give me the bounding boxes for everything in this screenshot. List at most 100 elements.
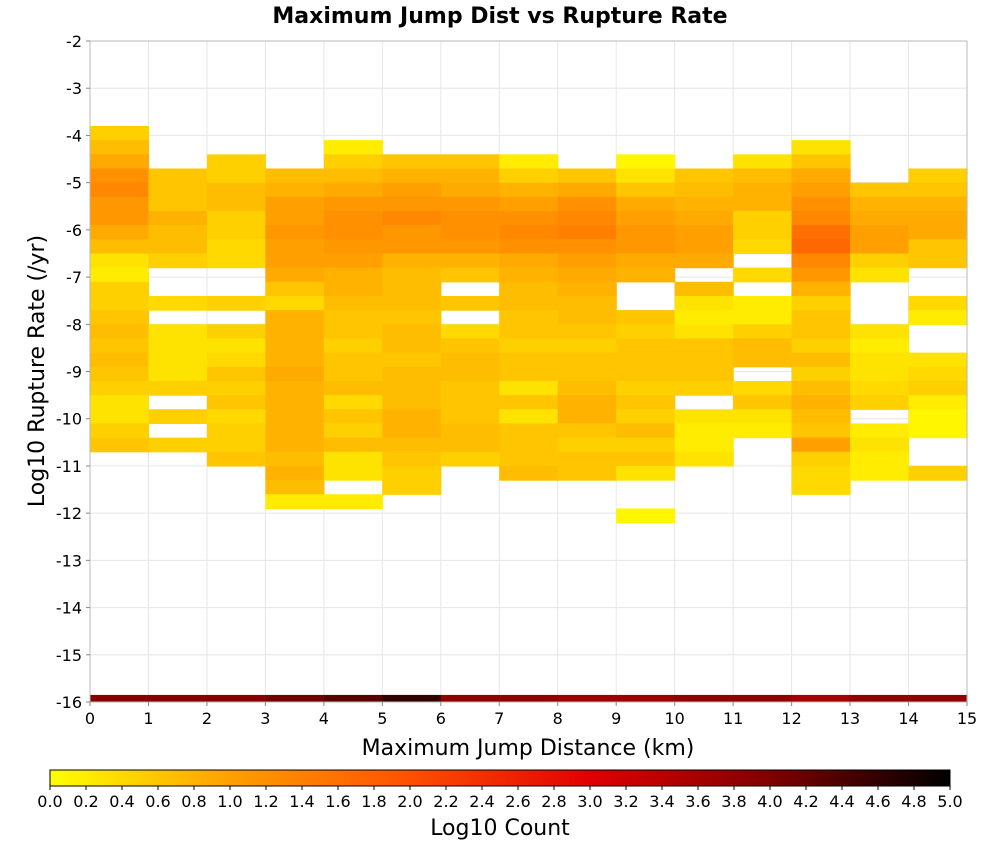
heatmap-cell (791, 480, 851, 495)
heatmap-cell (265, 494, 325, 510)
heatmap-cell (440, 366, 500, 382)
heatmap-cell (323, 465, 383, 481)
heatmap-cell (382, 437, 442, 453)
x-tick-label: 3 (260, 709, 270, 728)
heatmap-cell (616, 310, 676, 325)
colorbar-tick-label: 4.0 (757, 792, 782, 811)
heatmap-cell (90, 154, 150, 170)
heatmap-cell (557, 267, 617, 283)
colorbar (49, 769, 951, 787)
y-tick-label: -6 (66, 221, 82, 240)
heatmap-cell (674, 253, 734, 269)
heatmap-cell (557, 225, 617, 240)
heatmap-cell (791, 380, 851, 396)
heatmap-cell (206, 352, 266, 368)
x-axis-label: Maximum Jump Distance (km) (362, 736, 695, 761)
heatmap-cell (674, 338, 734, 354)
heatmap-cell (440, 168, 500, 184)
colorbar-tick-label: 1.8 (361, 792, 386, 811)
heatmap-cell (557, 281, 617, 297)
heatmap-cell (382, 295, 442, 311)
heatmap-cell (791, 423, 851, 439)
heatmap-cell (382, 352, 442, 368)
heatmap-cell (440, 338, 500, 354)
heatmap-cell (674, 451, 734, 467)
heatmap-cell (791, 196, 851, 212)
heatmap-cell (206, 338, 266, 354)
heatmap-cell (382, 395, 442, 410)
heatmap-cell (499, 324, 559, 340)
heatmap-cell (674, 168, 734, 184)
heatmap-cell (323, 494, 383, 510)
heatmap-cell (265, 409, 325, 425)
heatmap-cell (148, 196, 208, 212)
heatmap-cell (382, 196, 442, 212)
heatmap-cell (850, 338, 910, 354)
heatmap-cell (791, 324, 851, 340)
heatmap-cell (616, 366, 676, 382)
heatmap-cell (265, 295, 325, 311)
heatmap-cell (148, 437, 208, 453)
heatmap-cell (733, 196, 793, 212)
heatmap-cell (265, 253, 325, 269)
colorbar-tick-label: 0.2 (73, 792, 98, 811)
heatmap-cell (148, 210, 208, 226)
y-tick-label: -2 (66, 32, 82, 51)
heatmap-cell (148, 366, 208, 382)
heatmap-cell (265, 267, 325, 283)
colorbar-tick-label: 1.0 (217, 792, 242, 811)
colorbar-tick-label: 0.8 (181, 792, 206, 811)
heatmap-cell (733, 423, 793, 439)
heatmap-cell (733, 182, 793, 198)
heatmap-cell (908, 253, 968, 269)
x-tick-label: 2 (202, 709, 212, 728)
heatmap-cell (850, 324, 910, 340)
heatmap-cell (674, 437, 734, 453)
heatmap-cell (499, 437, 559, 453)
heatmap-cell (674, 295, 734, 311)
heatmap-cell (382, 380, 442, 396)
heatmap-cell (674, 380, 734, 396)
heatmap-cell (265, 210, 325, 226)
x-tick-label: 9 (611, 709, 621, 728)
heatmap-cell (791, 352, 851, 368)
heatmap-cell (616, 239, 676, 255)
colorbar-tick-label: 0.0 (37, 792, 62, 811)
y-tick-label: -9 (66, 363, 82, 382)
heatmap-cell (616, 409, 676, 425)
heatmap-cell (90, 182, 150, 198)
heatmap-cell (382, 409, 442, 425)
heatmap-cell (148, 253, 208, 269)
y-tick-label: -4 (66, 126, 82, 145)
heatmap-cell (616, 168, 676, 184)
heatmap-cell (148, 225, 208, 240)
heatmap-cell (265, 423, 325, 439)
heatmap-cell (148, 380, 208, 396)
heatmap-cell (908, 352, 968, 368)
heatmap-cell (557, 380, 617, 396)
colorbar-tick-label: 1.4 (289, 792, 314, 811)
heatmap-cell (499, 281, 559, 297)
heatmap-cell (791, 437, 851, 453)
y-axis-ticks: -2 -3 -4 -5 -6 -7 -8 -9 -10 -11 -12 -13 -14 -15 -16 (56, 32, 90, 712)
heatmap-cell (616, 451, 676, 467)
heatmap-cell (499, 395, 559, 410)
heatmap-cell (265, 338, 325, 354)
heatmap-cell (791, 168, 851, 184)
heatmap-cell (323, 225, 383, 240)
heatmap-cell (323, 182, 383, 198)
heatmap-cell (90, 239, 150, 255)
heatmap-cell (674, 423, 734, 439)
heatmap-cell (265, 239, 325, 255)
heatmap-cell (850, 423, 910, 439)
chart-title: Maximum Jump Dist vs Rupture Rate (272, 4, 727, 29)
colorbar-tick-label: 3.0 (577, 792, 602, 811)
heatmap-cell (382, 451, 442, 467)
heatmap-cell (791, 395, 851, 410)
heatmap-cell (206, 154, 266, 170)
heatmap-cell (908, 239, 968, 255)
heatmap-cell (148, 324, 208, 340)
heatmap-cell (323, 295, 383, 311)
colorbar-tick-label: 0.6 (145, 792, 170, 811)
